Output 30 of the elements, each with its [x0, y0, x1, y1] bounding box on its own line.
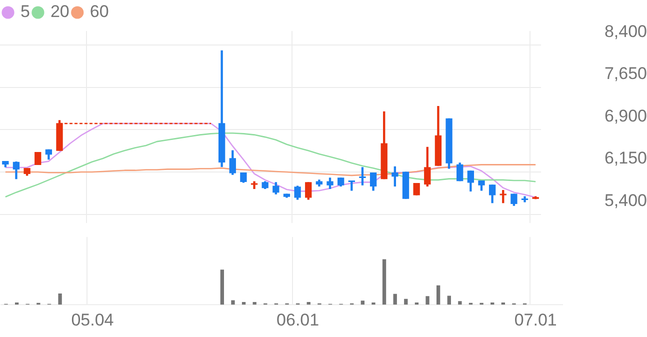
y-tick-label: 7,650: [604, 64, 647, 84]
bar: [501, 302, 505, 305]
bar: [58, 293, 62, 305]
x-tick-label: 05.04: [71, 310, 114, 330]
y-tick-label: 6,900: [604, 106, 647, 126]
bar: [252, 302, 256, 305]
bar: [372, 302, 376, 305]
bar: [220, 270, 224, 305]
bar: [458, 301, 462, 305]
x-tick-label: 07.01: [514, 310, 557, 330]
bar: [414, 302, 419, 305]
legend-label: 60: [90, 2, 109, 22]
bar: [360, 300, 364, 305]
y-tick-label: 8,400: [604, 22, 647, 41]
bar: [404, 298, 408, 305]
bar: [306, 302, 310, 305]
bar: [231, 300, 235, 305]
bar: [490, 302, 494, 305]
x-tick-label: 06.01: [276, 310, 320, 330]
bar: [382, 259, 386, 305]
legend-label: 20: [50, 2, 70, 22]
y-tick-label: 5,400: [604, 191, 647, 210]
y-tick-label: 6,150: [604, 148, 647, 168]
bar: [426, 296, 430, 305]
bar: [393, 294, 397, 305]
bar: [436, 285, 440, 305]
bar: [14, 302, 19, 305]
bar: [447, 296, 451, 305]
legend-label: 5: [20, 2, 30, 22]
bar: [242, 302, 246, 305]
